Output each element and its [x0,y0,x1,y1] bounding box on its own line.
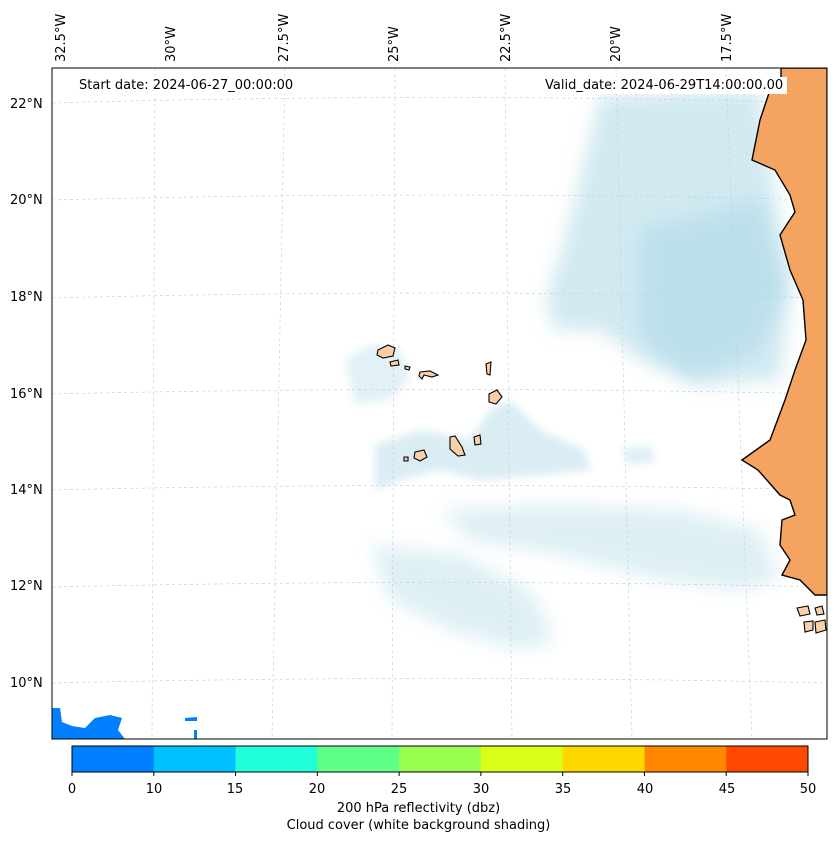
lon-label-17-5w: 17.5°W [720,13,735,62]
cloud-cover-shading [345,90,790,650]
lat-label-10n: 10°N [10,676,43,691]
africa-mainland [740,68,827,596]
colorbar-tick-40: 40 [636,782,654,797]
cloud-northeast-core [640,200,790,380]
colorbar-tick-30: 30 [472,782,490,797]
lat-label-12n: 12°N [10,579,43,594]
colorbar [71,745,809,776]
lon-label-25w: 25°W [387,26,402,62]
coastal-island-4 [814,619,827,634]
lon-label-20w: 20°W [609,26,624,62]
island-sal [485,361,492,376]
colorbar-label: 200 hPa reflectivity (dbz) [336,801,501,816]
colorbar-segment-3 [317,746,400,772]
colorbar-tick-50: 50 [799,782,817,797]
cloud-island-band [375,400,590,490]
meridian-27-5w [271,68,286,739]
colorbar-tick-15: 15 [226,782,244,797]
lat-label-14n: 14°N [10,483,43,498]
colorbar-sublabel: Cloud cover (white background shading) [286,818,551,833]
island-santiago [449,435,466,457]
cloud-south-band [440,505,780,590]
colorbar-tick-35: 35 [554,782,572,797]
colorbar-segment-4 [399,746,482,772]
island-sao-nicolau [418,370,440,380]
colorbar-tick-45: 45 [718,782,736,797]
meridian-17-5w [725,68,753,739]
colorbar-tick-20: 20 [308,782,326,797]
plot-frame [51,67,828,740]
cloud-north-islands [345,345,410,405]
coastal-island-2 [814,605,825,616]
island-santa-luzia [404,365,411,371]
coastal-islands [796,605,827,634]
island-santo-antao [376,344,396,359]
coastal-island-1 [796,605,811,617]
colorbar-outline [71,745,809,773]
island-fogo [413,449,428,462]
colorbar-tick-0: 0 [67,782,77,797]
lat-label-20n: 20°N [10,193,43,208]
island-sao-vicente [389,359,400,367]
reflectivity-patch-dot [194,730,197,739]
lon-label-30w: 30°W [164,26,179,62]
cabo-verde-islands [376,344,503,462]
parallel-18n [52,292,827,299]
meridian-25w [391,68,396,739]
lon-label-32-5w: 32.5°W [54,13,69,62]
coastal-island-3 [803,620,814,633]
parallel-12n [52,582,827,588]
lat-label-16n: 16°N [10,387,43,402]
island-maio [473,434,482,446]
reflectivity-patch-sw [52,708,125,739]
colorbar-segment-2 [235,746,318,772]
valid-date-label: Valid_date: 2024-06-29T14:00:00.00 [541,77,788,94]
island-boa-vista [488,389,503,405]
colorbar-tick-25: 25 [390,782,408,797]
colorbar-segment-5 [480,746,564,772]
cloud-east-small [622,445,655,465]
parallel-20n [52,194,827,201]
colorbar-segment-7 [644,746,727,772]
colorbar-segment-0 [72,746,155,772]
island-brava [403,456,409,462]
parallel-10n [52,678,827,684]
parallel-16n [52,389,827,395]
lon-label-22-5w: 22.5°W [499,13,514,62]
colorbar-segment-6 [562,746,645,772]
lat-label-22n: 22°N [10,97,43,112]
colorbar-segment-8 [726,746,809,772]
lon-label-27-5w: 27.5°W [277,13,292,62]
cloud-south-patch [370,545,555,650]
lat-label-18n: 18°N [10,290,43,305]
reflectivity-patches [52,708,197,739]
parallel-22n [52,97,827,104]
parallel-14n [52,485,827,491]
start-date-label: Start date: 2024-06-27_00:00:00 [75,77,298,94]
reflectivity-patch-small [185,717,197,721]
colorbar-tick-10: 10 [145,782,163,797]
colorbar-segment-1 [153,746,237,772]
meridian-20w [615,68,633,739]
meridian-30w [151,68,156,739]
